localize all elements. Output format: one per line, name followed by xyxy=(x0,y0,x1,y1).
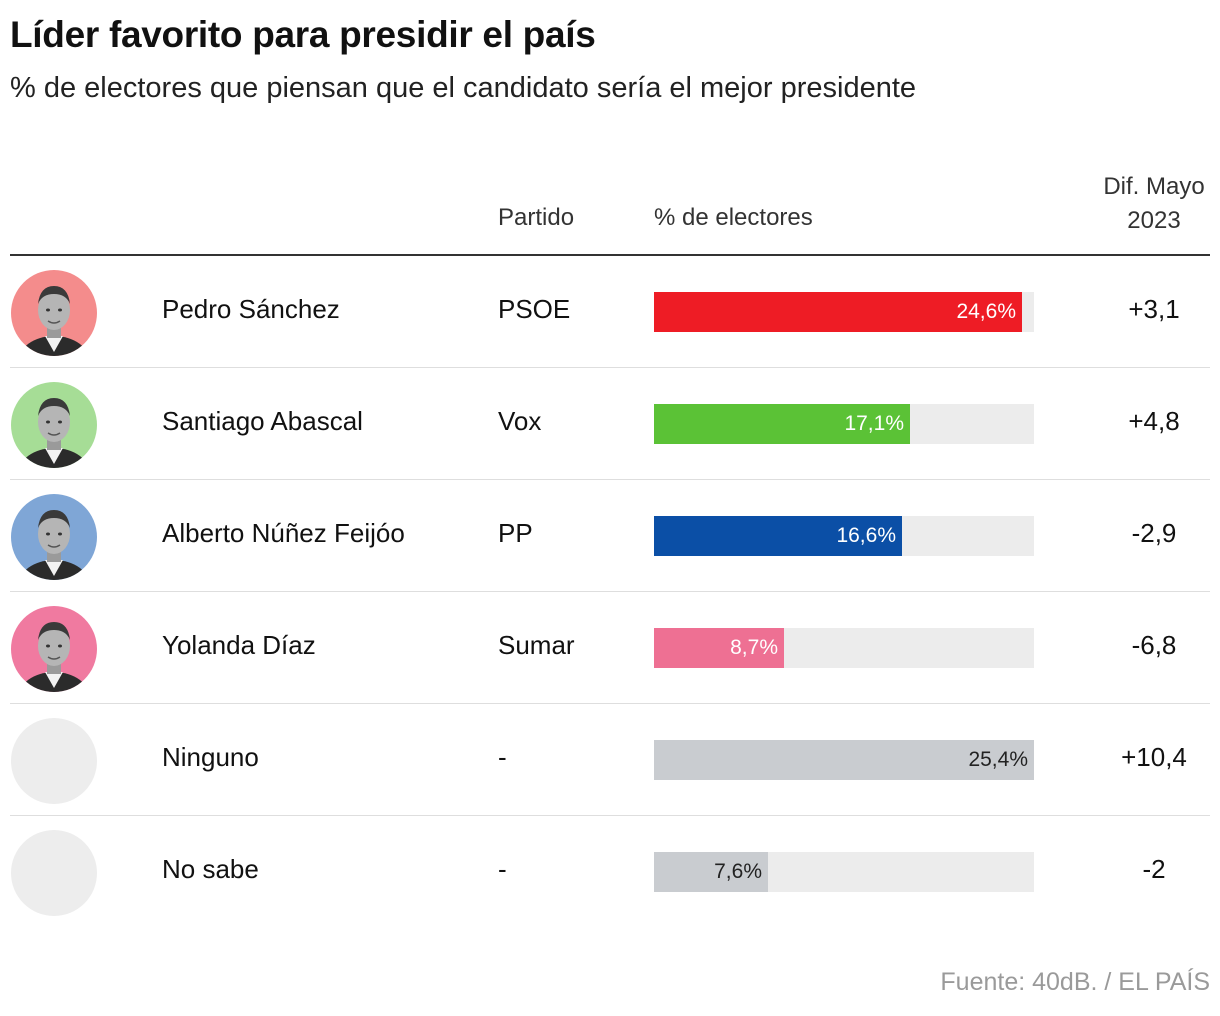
empty-avatar xyxy=(11,718,97,804)
candidate-name: Ninguno xyxy=(162,742,259,772)
bar-value-label: 24,6% xyxy=(956,300,1016,323)
table-row: Alberto Núñez Feijóo PP 16,6% -2,9 xyxy=(10,480,1210,592)
bar xyxy=(654,292,1022,332)
candidate-name: Yolanda Díaz xyxy=(162,630,316,660)
candidate-avatar xyxy=(11,382,97,468)
party-label: PP xyxy=(498,518,533,548)
source-note: Fuente: 40dB. / EL PAÍS xyxy=(940,968,1210,996)
row-divider xyxy=(10,591,1210,592)
bar-track: 17,1% xyxy=(654,404,1034,444)
bar-track: 25,4% xyxy=(654,740,1034,780)
bar-value-label: 16,6% xyxy=(836,524,896,547)
party-label: PSOE xyxy=(498,294,571,324)
bar-value-label: 8,7% xyxy=(730,636,778,659)
candidate-name: No sabe xyxy=(162,854,259,884)
row-divider xyxy=(10,479,1210,480)
candidate-avatar xyxy=(11,270,97,356)
bar xyxy=(654,516,902,556)
diff-value: -6,8 xyxy=(1131,630,1177,660)
column-header-diff: Dif. Mayo 2023 xyxy=(1092,170,1216,238)
bar-track: 8,7% xyxy=(654,628,1034,668)
row-divider xyxy=(10,703,1210,704)
candidate-name: Santiago Abascal xyxy=(162,406,363,436)
candidate-name: Pedro Sánchez xyxy=(162,294,340,324)
diff-value: -2,9 xyxy=(1131,518,1177,548)
party-label: Sumar xyxy=(498,630,575,660)
column-header-share: % de electores xyxy=(654,204,813,231)
bar-value-label: 17,1% xyxy=(844,412,904,435)
diff-value: +10,4 xyxy=(1121,742,1187,772)
row-divider xyxy=(10,367,1210,368)
candidate-avatar xyxy=(11,494,97,580)
diff-value: -2 xyxy=(1142,854,1166,884)
diff-value: +4,8 xyxy=(1128,406,1180,436)
table-row: Pedro Sánchez PSOE 24,6% +3,1 xyxy=(10,256,1210,368)
bar-track: 24,6% xyxy=(654,292,1034,332)
bar xyxy=(654,404,910,444)
bar xyxy=(654,628,784,668)
header-divider xyxy=(10,254,1210,256)
table-row: Yolanda Díaz Sumar 8,7% -6,8 xyxy=(10,592,1210,704)
bar-value-label: 7,6% xyxy=(714,860,762,883)
chart-subtitle: % de electores que piensan que el candid… xyxy=(10,72,917,104)
diff-value: +3,1 xyxy=(1128,294,1180,324)
column-header-diff-line2: 2023 xyxy=(1127,207,1181,234)
chart-title: Líder favorito para presidir el país xyxy=(10,14,596,55)
candidate-avatar xyxy=(11,606,97,692)
table-row: Santiago Abascal Vox 17,1% +4,8 xyxy=(10,368,1210,480)
bar-track: 7,6% xyxy=(654,852,1034,892)
candidate-name: Alberto Núñez Feijóo xyxy=(162,518,405,548)
empty-avatar xyxy=(11,830,97,916)
bar-track: 16,6% xyxy=(654,516,1034,556)
party-label: - xyxy=(498,742,507,772)
column-header-diff-line1: Dif. Mayo xyxy=(1103,173,1205,200)
bar-value-label: 25,4% xyxy=(968,748,1028,771)
row-divider xyxy=(10,815,1210,816)
table-row: Ninguno - 25,4% +10,4 xyxy=(10,704,1210,816)
party-label: Vox xyxy=(498,406,542,436)
party-label: - xyxy=(498,854,507,884)
bar xyxy=(654,852,768,892)
table-row: No sabe - 7,6% -2 xyxy=(10,816,1210,928)
column-header-party: Partido xyxy=(498,204,575,231)
bar xyxy=(654,740,1034,780)
